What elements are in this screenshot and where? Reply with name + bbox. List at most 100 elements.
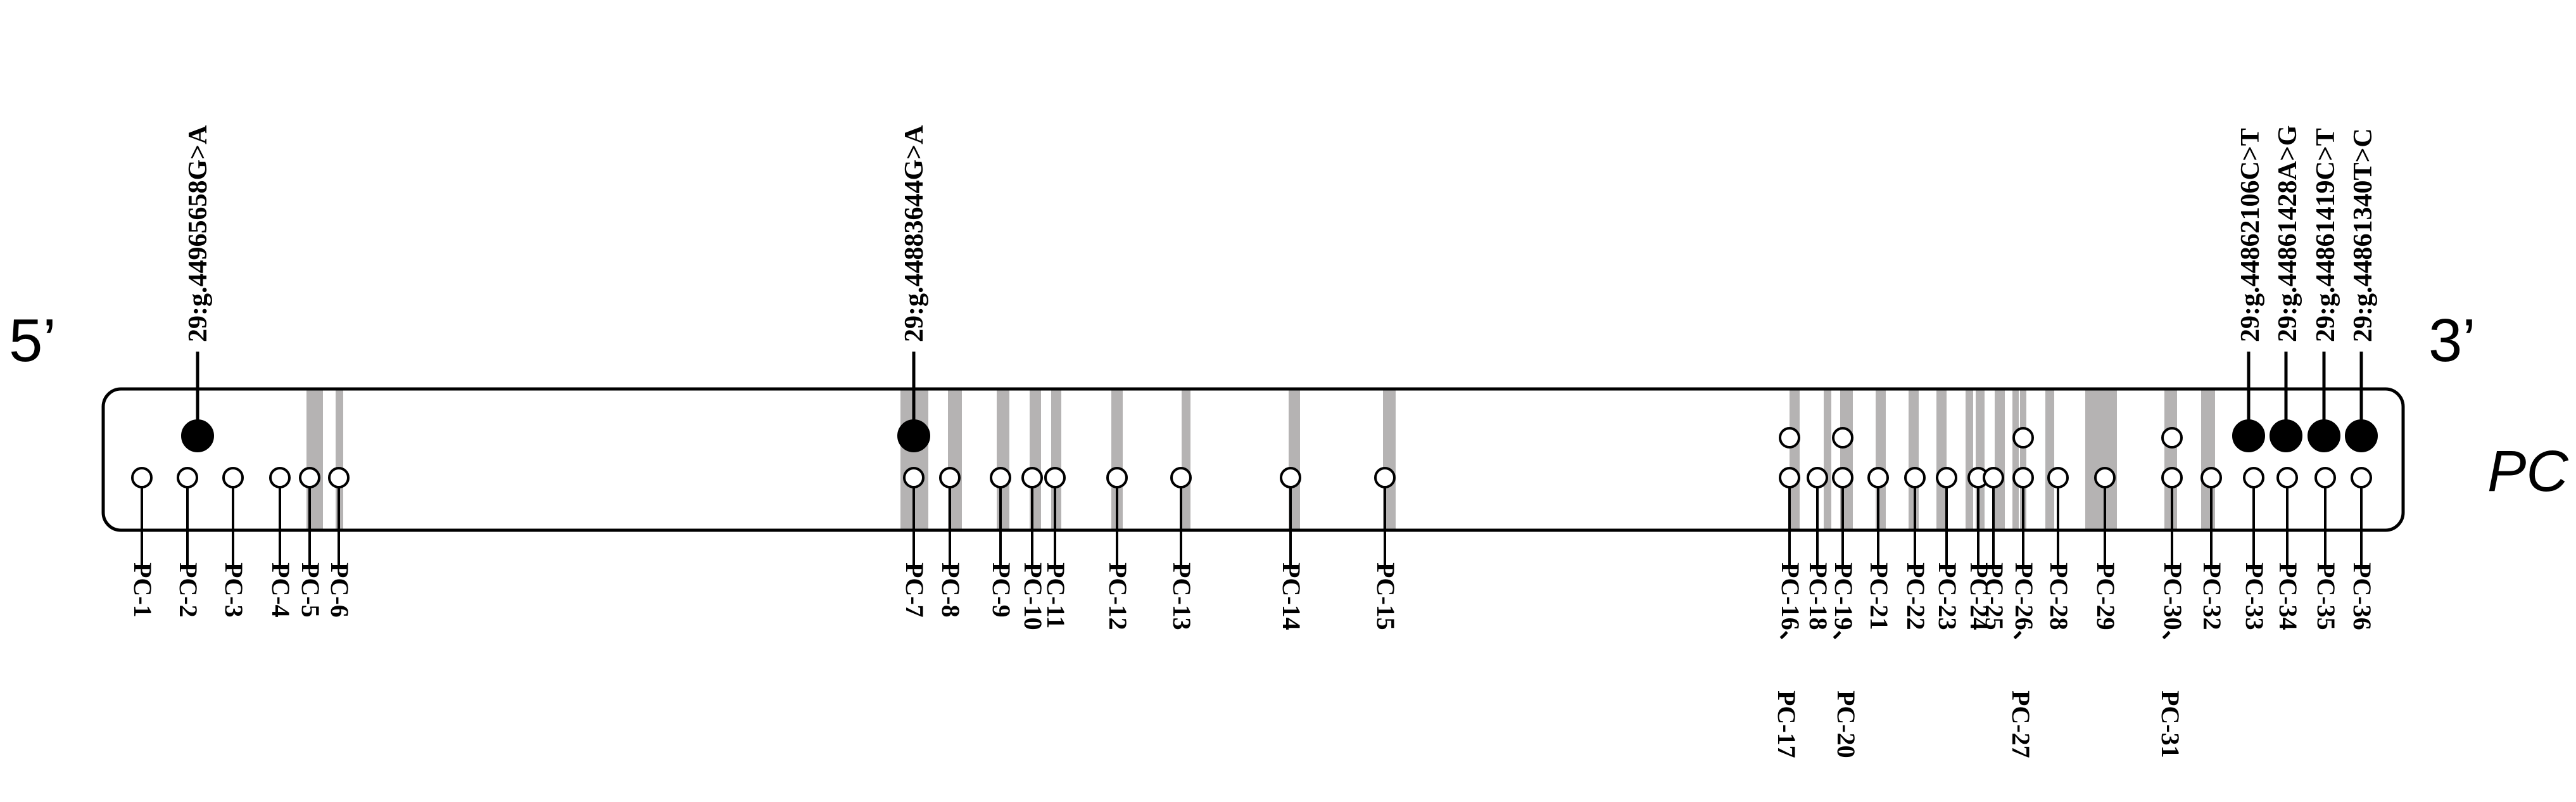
pc-label-17: PC-18 [1804,563,1833,630]
pc-label-20: PC-22 [1902,563,1930,630]
pc-site-30 [2276,467,2298,488]
pc-site-26 [2094,467,2116,488]
region-bands [306,389,2215,530]
snp-dot-1 [181,419,214,452]
region-band-12 [1790,389,1800,530]
region-band-9 [1182,389,1190,530]
snp-dot-3 [2232,419,2265,452]
pc-site-24 [2012,467,2034,488]
pc-site-1 [131,467,153,488]
pc-site-23 [1983,467,2004,488]
pc-label-26: PC-29 [2092,563,2120,630]
gene-label: PC [2487,439,2568,504]
gene-box [101,387,2405,532]
pc-site-21 [1936,467,1957,488]
pc-site-6 [328,467,350,488]
pc-site-11 [1044,467,1066,488]
region-band-13 [1824,389,1831,530]
pc-site-28 [2200,467,2222,488]
region-band-8 [1111,389,1123,530]
pc-label-row2-4: PC-31 [2156,691,2185,758]
region-band-24 [2085,389,2117,530]
pc-labels: PC-1 PC-2 PC-3 PC-4 PC-5 PC-6 PC-7 PC-8 PC-9 PC-1… [129,563,2377,758]
pc-site-3 [222,467,244,488]
snp-label-4: 29:g.44861428A>G [2273,125,2302,342]
snp-label-1: 29:g.44965658G>A [184,125,213,342]
pc-site-19 [1867,467,1889,488]
pc-label-16: PC-16、 [1776,563,1805,656]
pc-site-29 [2243,467,2264,488]
five-prime-label: 5’ [9,307,56,374]
region-band-5 [997,389,1009,530]
pc-label-11: PC-11 [1042,563,1070,628]
pc-site-27 [2161,467,2183,488]
snp-dot-5 [2308,419,2340,452]
pc-site-upper-1 [1779,427,1800,449]
pc-label-24: PC-26、 [2010,563,2038,656]
pc-label-22: PC-24 [1965,563,1993,630]
pc-label-31: PC-35 [2312,563,2340,630]
pc-label-18: PC-19、 [1829,563,1858,656]
pc-site-20 [1904,467,1926,488]
pc-label-7: PC-7 [900,563,929,618]
pc-site-upper-4 [2161,427,2183,449]
pc-label-12: PC-12 [1104,563,1132,630]
region-band-4 [948,389,962,530]
snp-label-3: 29:g.44862106C>T [2236,128,2265,342]
pc-site-18 [1832,467,1853,488]
pc-label-28: PC-32 [2198,563,2226,630]
pc-label-3: PC-3 [220,563,248,618]
region-band-18 [1966,389,1973,530]
pc-label-row2-1: PC-17 [1772,691,1801,758]
three-prime-label: 3’ [2428,307,2476,374]
pc-label-30: PC-34 [2274,563,2302,630]
region-band-17 [1936,389,1947,530]
pc-site-7 [903,467,925,488]
pc-site-17 [1807,467,1828,488]
pc-label-1: PC-1 [129,563,157,618]
pc-site-8 [939,467,961,488]
pc-label-27: PC-30、 [2159,563,2187,656]
pc-label-23: PC-25 [1980,563,2009,630]
pc-site-5 [299,467,320,488]
snp-label-2: 29:g.44883644G>A [900,125,929,342]
pc-site-15 [1374,467,1396,488]
pc-site-14 [1280,467,1301,488]
snp-label-5: 29:g.44861419C>T [2311,128,2340,342]
pc-label-row2-3: PC-27 [2007,691,2035,758]
region-band-26 [2201,389,2215,530]
region-band-22 [2020,389,2026,530]
pc-site-2 [177,467,198,488]
pc-site-31 [2314,467,2336,488]
region-band-20 [1995,389,2005,530]
pc-label-8: PC-8 [937,563,965,618]
pc-label-19: PC-21 [1865,563,1893,630]
pc-label-14: PC-14 [1277,563,1306,630]
pc-label-21: PC-23 [1933,563,1962,630]
pc-site-4 [269,467,291,488]
snp-labels: 29:g.44965658G>A 29:g.44883644G>A 29:g.448… [184,125,2378,342]
pc-site-25 [2047,467,2069,488]
pc-label-25: PC-28 [2045,563,2073,630]
pc-site-32 [2351,467,2372,488]
pc-label-29: PC-33 [2240,563,2269,630]
pc-label-9: PC-9 [987,563,1016,618]
pc-site-13 [1170,467,1192,488]
snp-dot-2 [897,419,930,452]
region-band-23 [2045,389,2054,530]
region-band-21 [2012,389,2019,530]
pc-site-12 [1106,467,1128,488]
pc-label-32: PC-36 [2348,563,2377,630]
pc-site-9 [990,467,1011,488]
pc-label-4: PC-4 [267,563,295,618]
pc-label-15: PC-15 [1372,563,1400,630]
pc-site-upper-2 [1832,427,1853,449]
snp-dot-6 [2345,419,2378,452]
pc-site-upper-3 [2012,427,2034,449]
pc-label-2: PC-2 [174,563,203,618]
pc-label-row2-2: PC-20 [1832,691,1860,758]
pc-label-5: PC-5 [296,563,325,618]
pc-label-13: PC-13 [1168,563,1196,630]
pc-label-6: PC-6 [325,563,354,618]
